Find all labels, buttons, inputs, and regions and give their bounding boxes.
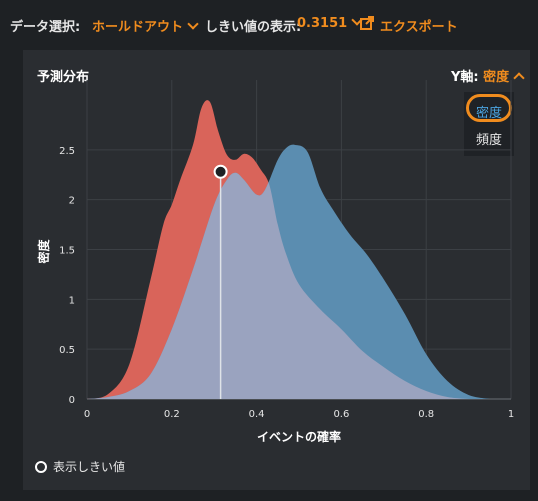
data-select-value: ホールドアウト: [92, 20, 184, 35]
y-axis-label: 密度: [36, 239, 51, 264]
x-tick-label: 0.2: [164, 409, 180, 420]
y-tick-label: 2: [69, 196, 75, 207]
threshold-layer[interactable]: [213, 164, 228, 399]
yaxis-value: 密度: [483, 70, 510, 85]
threshold-handle: [213, 164, 228, 179]
y-tick-label: 0: [69, 395, 75, 406]
threshold-label: しきい値の表示:: [205, 20, 302, 35]
x-tick-label: 0.4: [249, 409, 265, 420]
x-tick-label: 0.8: [418, 409, 434, 420]
dropdown-option-density[interactable]: 密度: [475, 106, 502, 121]
toolbar: データ選択: ホールドアウト しきい値の表示: 0.3151 エクスポート: [0, 0, 538, 46]
legend-label: 表示しきい値: [53, 460, 126, 474]
threshold-marker-icon: [35, 461, 47, 473]
dropdown-option-frequency[interactable]: 頻度: [475, 133, 502, 148]
y-tick-label: 1: [69, 295, 75, 306]
x-tick-label: 0.6: [333, 409, 349, 420]
chart-ticks: 0 0.2 0.4 0.6 0.8 1 0 0.5 1 1.5 2 2.5: [59, 146, 514, 420]
chart-areas: [87, 100, 490, 399]
data-select-dropdown[interactable]: ホールドアウト: [92, 16, 199, 35]
y-tick-label: 2.5: [59, 146, 75, 157]
x-axis-label: イベントの確率: [257, 429, 341, 444]
panel-title: 予測分布: [37, 70, 90, 85]
export-icon[interactable]: [360, 16, 374, 30]
yaxis-selector[interactable]: Y軸: 密度: [451, 66, 525, 85]
y-tick-label: 0.5: [59, 345, 75, 356]
threshold-legend: 表示しきい値: [35, 458, 125, 475]
threshold-value: 0.3151: [297, 16, 348, 31]
yaxis-label: Y軸:: [451, 70, 479, 85]
x-tick-label: 1: [508, 409, 514, 420]
data-select-label: データ選択:: [10, 20, 81, 35]
threshold-dropdown[interactable]: 0.3151: [297, 14, 363, 31]
export-button[interactable]: エクスポート: [380, 20, 458, 35]
x-tick-label: 0: [84, 409, 90, 420]
y-tick-label: 1.5: [59, 246, 75, 257]
